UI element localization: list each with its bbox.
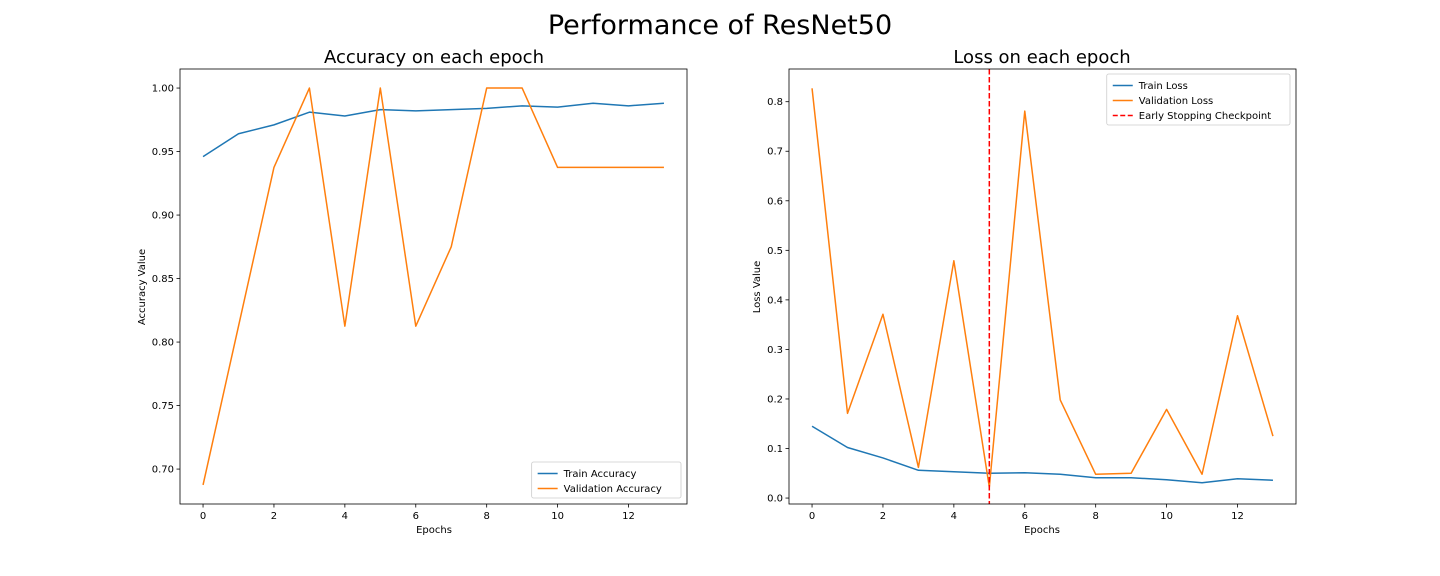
loss-x-tick-label: 10 (1160, 511, 1173, 522)
loss-y-axis-label: Loss Value (752, 261, 763, 314)
loss-legend: Train Loss Validation Loss Early Stopping … (1106, 73, 1291, 126)
loss-x-axis-label: Epochs (1024, 525, 1060, 536)
loss-legend-box (1106, 73, 1291, 126)
loss-y-tick-label: 0.0 (767, 494, 783, 505)
loss-chart-title: Loss on each epoch (953, 47, 1130, 68)
accuracy-x-tick-label: 4 (342, 511, 348, 522)
accuracy-y-tick-label: 0.70 (152, 465, 174, 476)
loss-legend-label: Validation Loss (1139, 96, 1214, 107)
accuracy-legend: Train Accuracy Validation Accuracy (531, 461, 682, 499)
loss-series-line-train (811, 425, 1273, 484)
loss-y-tick-label: 0.4 (767, 295, 783, 306)
loss-y-tick-label: 0.7 (767, 147, 783, 158)
loss-x-tick-label: 4 (951, 511, 957, 522)
accuracy-x-tick-label: 2 (271, 511, 277, 522)
loss-y-tick-label: 0.8 (767, 97, 783, 108)
loss-x-tick-label: 0 (809, 511, 815, 522)
accuracy-series-line-validation (202, 87, 664, 486)
accuracy-x-tick-label: 12 (622, 511, 635, 522)
accuracy-x-tick-label: 6 (413, 511, 419, 522)
loss-legend-label: Train Loss (1138, 81, 1188, 92)
loss-x-tick-label: 12 (1231, 511, 1244, 522)
accuracy-x-axis-label: Epochs (416, 525, 452, 536)
accuracy-x-tick-label: 10 (551, 511, 564, 522)
loss-y-tick-label: 0.6 (767, 196, 783, 207)
accuracy-y-axis-label: Accuracy Value (137, 249, 148, 325)
accuracy-chart-title: Accuracy on each epoch (324, 47, 544, 68)
loss-y-tick-label: 0.3 (767, 345, 783, 356)
accuracy-legend-label: Validation Accuracy (564, 484, 662, 495)
accuracy-y-tick-label: 1.00 (152, 84, 174, 95)
loss-y-tick-label: 0.5 (767, 246, 783, 257)
accuracy-chart: Accuracy on each epoch Epochs Accuracy V… (137, 47, 688, 536)
accuracy-y-tick-label: 0.85 (152, 274, 174, 285)
figure-title: Performance of ResNet50 (548, 10, 892, 41)
accuracy-y-tick-label: 0.80 (152, 338, 174, 349)
loss-y-tick-label: 0.1 (767, 444, 783, 455)
accuracy-x-tick-label: 0 (200, 511, 206, 522)
loss-y-tick-label: 0.2 (767, 394, 783, 405)
accuracy-series-line-train (202, 102, 665, 158)
accuracy-y-tick-label: 0.75 (152, 401, 174, 412)
accuracy-y-tick-label: 0.95 (152, 147, 174, 158)
loss-x-tick-label: 8 (1092, 511, 1098, 522)
loss-chart: Loss on each epoch Epochs Loss Value 0 2 4… (752, 47, 1297, 536)
accuracy-legend-box (531, 461, 682, 499)
accuracy-x-tick-label: 8 (483, 511, 489, 522)
loss-x-tick-label: 6 (1022, 511, 1028, 522)
accuracy-legend-label: Train Accuracy (563, 469, 637, 480)
loss-series-line-validation (811, 88, 1274, 488)
loss-axes-frame (788, 68, 1297, 505)
loss-legend-label: Early Stopping Checkpoint (1139, 111, 1272, 122)
accuracy-y-tick-label: 0.90 (152, 211, 174, 222)
loss-x-tick-label: 2 (880, 511, 886, 522)
accuracy-axes-frame (179, 68, 688, 505)
